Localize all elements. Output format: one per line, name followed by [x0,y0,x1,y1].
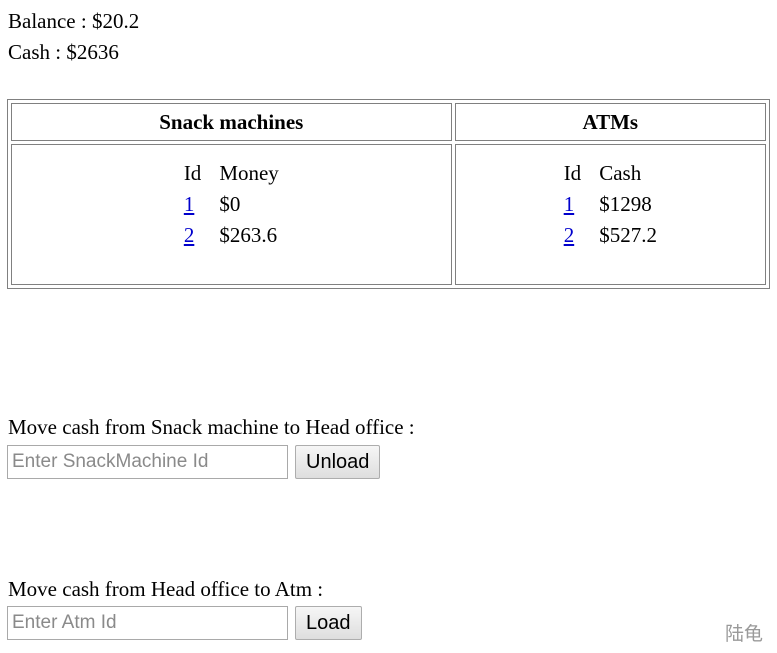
atms-cell: Id Cash 1 $1298 2 $527.2 [454,144,766,285]
table-row: 1 $1298 [560,189,661,220]
cash-text: Cash : $2636 [8,40,119,64]
atm-cash-cell: $527.2 [599,223,657,247]
snack-machine-link-1[interactable]: 1 [183,192,195,216]
balance-text: Balance : $20.2 [8,9,140,33]
atm-link-2[interactable]: 2 [563,223,575,247]
snack-money-cell: $0 [219,192,241,216]
unload-button[interactable]: Unload [295,445,381,479]
snack-list-header: Id Money [180,158,283,189]
snack-machine-link-2[interactable]: 2 [183,223,195,247]
watermark: 陆龟 [725,623,764,645]
atm-cash-column-header: Cash [599,161,642,185]
table-row: 2 $527.2 [560,220,661,251]
atm-list-header: Id Cash [560,158,661,189]
load-button[interactable]: Load [295,606,362,640]
snack-id-cell: 1 [180,189,216,220]
snack-machines-header: Snack machines [11,103,452,141]
snack-id-column-header: Id [183,161,202,185]
account-summary: Balance : $20.2 Cash : $2636 [8,6,139,68]
atms-list: Id Cash 1 $1298 2 $527.2 [560,158,661,251]
atms-header: ATMs [454,103,766,141]
atm-id-cell: 2 [560,220,596,251]
snack-machine-id-input[interactable] [7,445,288,479]
atm-link-1[interactable]: 1 [563,192,575,216]
machines-table: Snack machines ATMs Id Money 1 $0 2 $263… [7,99,770,289]
table-row: 2 $263.6 [180,220,283,251]
snack-id-cell: 2 [180,220,216,251]
snack-money-cell: $263.6 [219,223,278,247]
table-row: 1 $0 [180,189,283,220]
atm-id-column-header: Id [563,161,582,185]
atm-cash-cell: $1298 [599,192,652,216]
snack-machines-list: Id Money 1 $0 2 $263.6 [180,158,283,251]
atm-id-cell: 1 [560,189,596,220]
snack-machines-cell: Id Money 1 $0 2 $263.6 [11,144,452,285]
unload-section-label: Move cash from Snack machine to Head off… [8,415,415,439]
load-section-label: Move cash from Head office to Atm : [8,577,324,601]
snack-money-column-header: Money [219,161,279,185]
atm-id-input[interactable] [7,606,288,640]
